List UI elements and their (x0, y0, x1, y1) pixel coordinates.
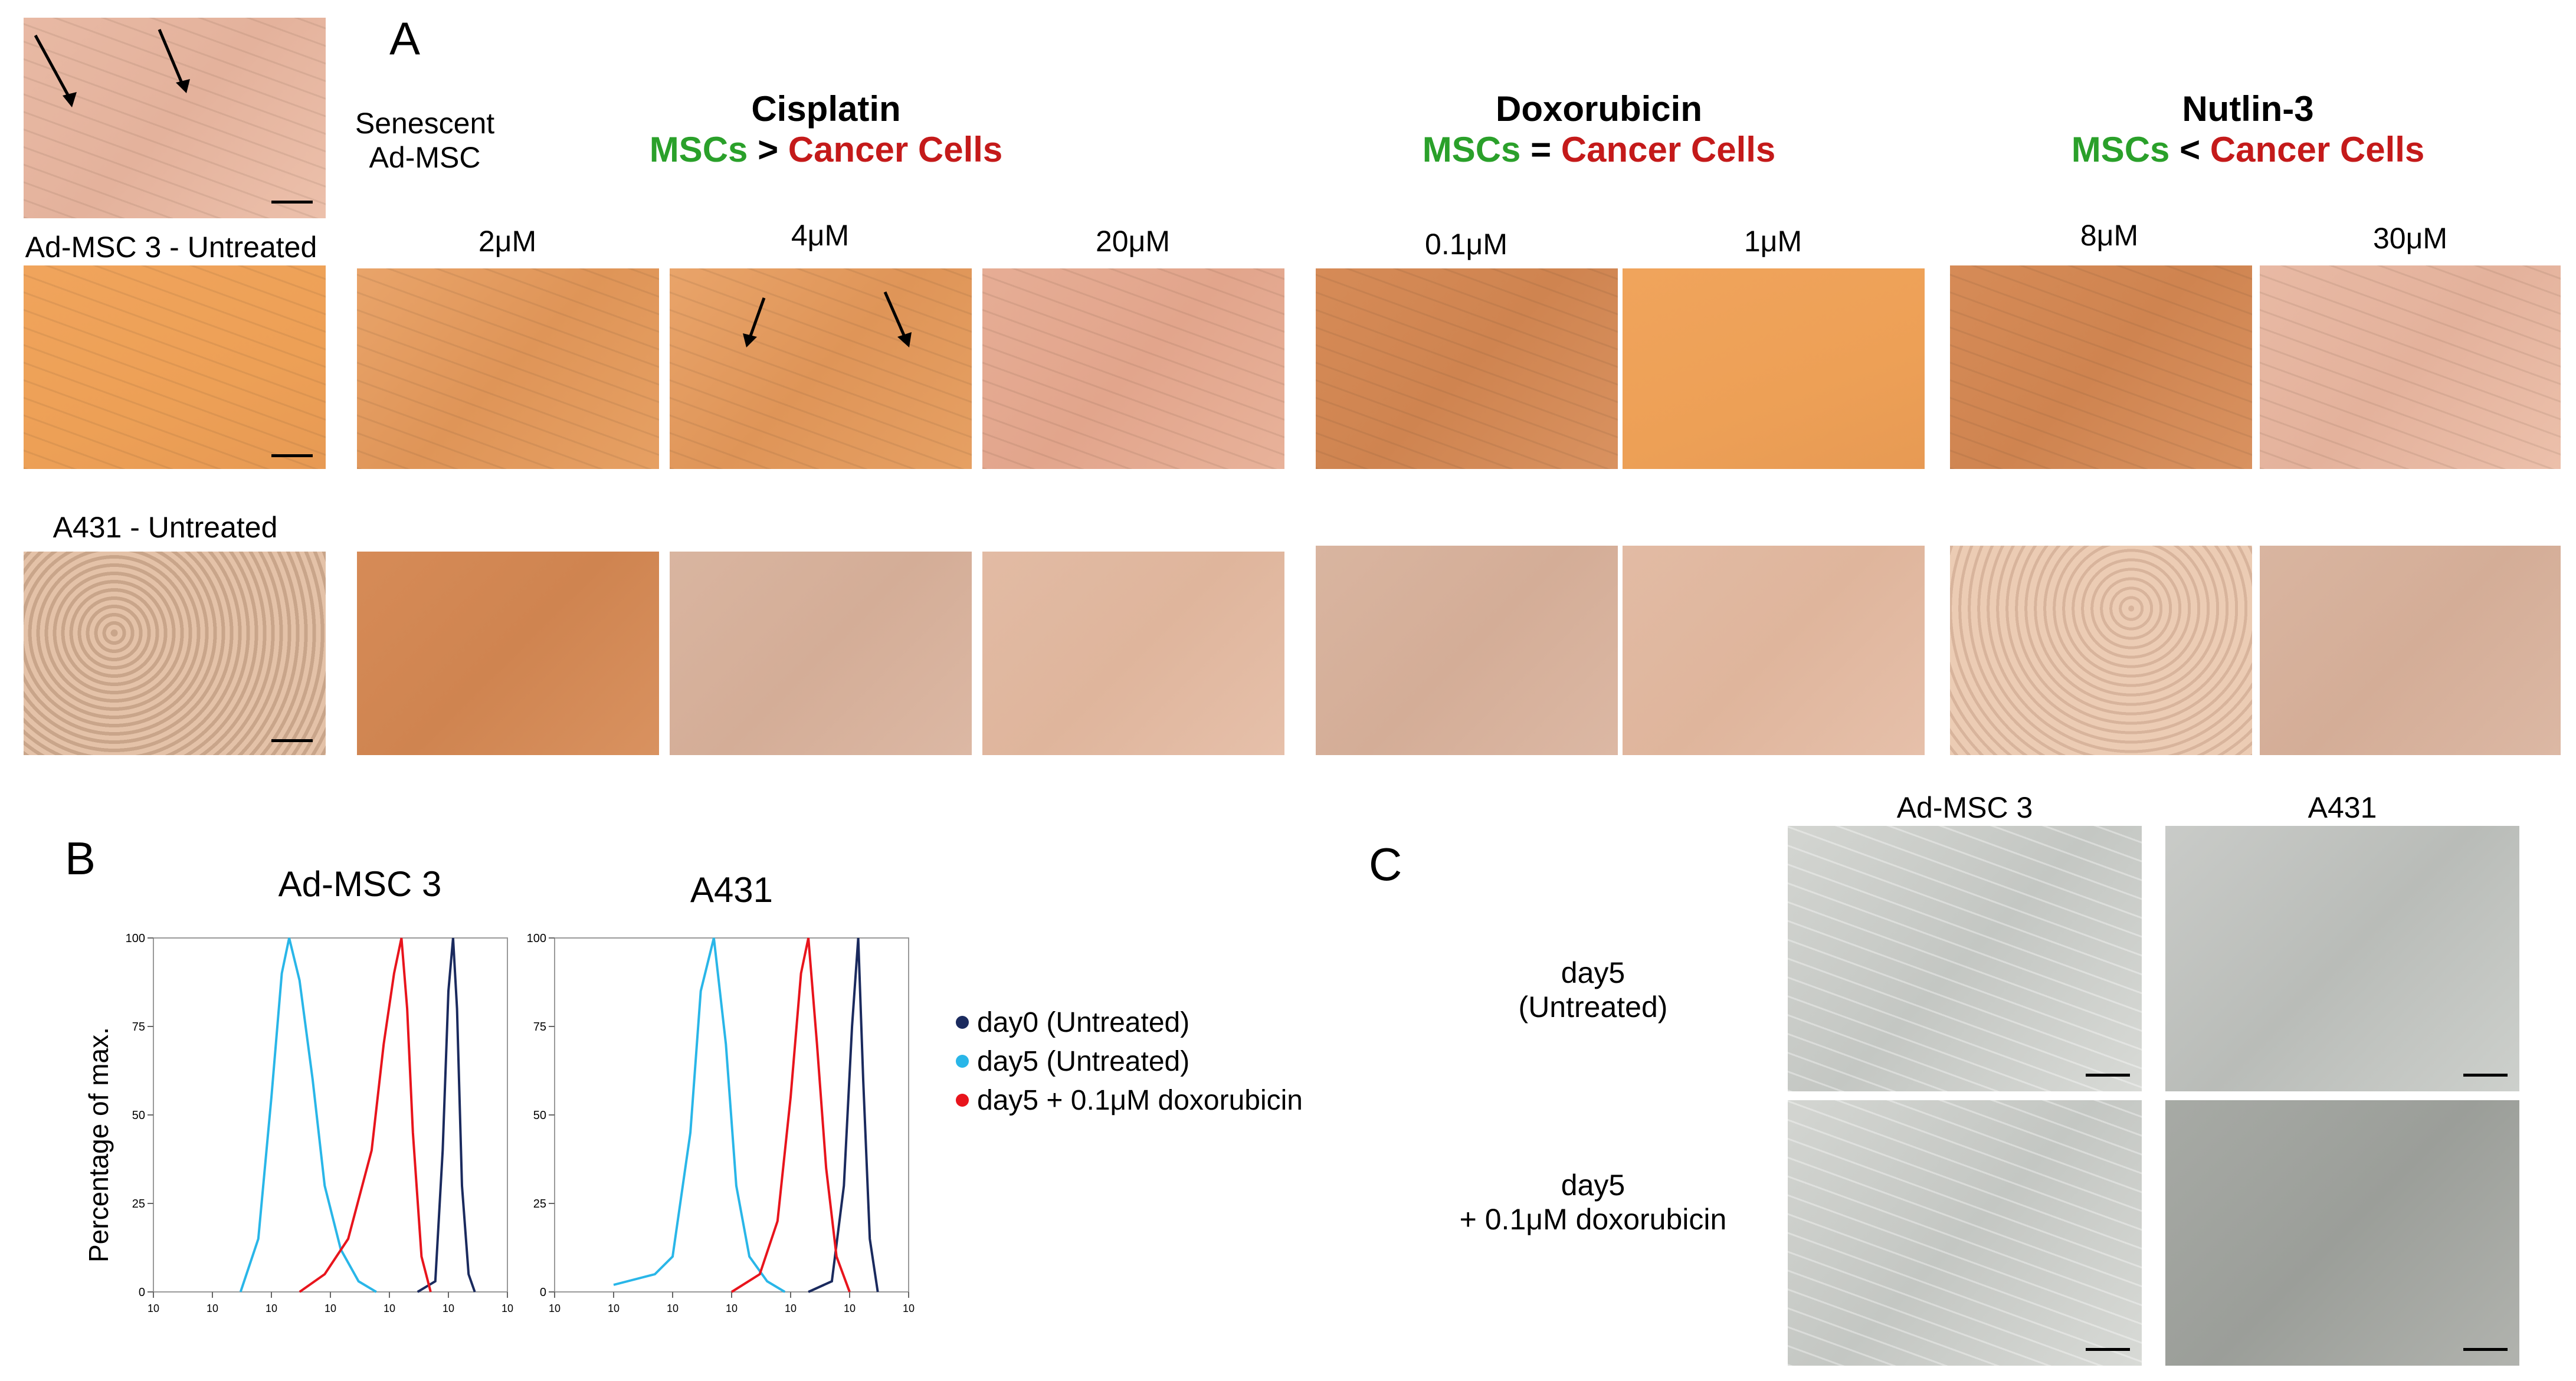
column-label: A431 (2308, 791, 2377, 824)
legend-dot-icon (956, 1055, 969, 1068)
micrograph-image (1788, 1100, 2142, 1366)
micrograph-image (1950, 546, 2252, 755)
nutlin-header: Nutlin-3 MSCs < Cancer Cells (2071, 89, 2425, 169)
micrograph-image (1623, 268, 1925, 469)
histogram-series-line (613, 937, 786, 1293)
panel-c-letter: C (1369, 838, 1402, 890)
arrow-icon (34, 29, 190, 107)
x-tick-label: 10 (844, 1303, 856, 1314)
x-tick-label: 10 (667, 1303, 679, 1314)
panel-b-letter: B (65, 832, 96, 884)
plot-frame (153, 937, 508, 1293)
x-tick-label: 10 (785, 1303, 797, 1314)
y-tick-label: 75 (533, 1021, 546, 1034)
y-tick-label: 50 (132, 1109, 145, 1122)
y-tick-label: 0 (139, 1286, 145, 1299)
row-label-msc: Ad-MSC 3 - Untreated (25, 231, 317, 264)
x-tick-label: 10 (266, 1303, 277, 1314)
y-tick-label: 0 (540, 1286, 546, 1299)
x-tick-label: 10 (384, 1303, 395, 1314)
panel-a-letter: A (389, 12, 421, 64)
dose-label: 2μM (478, 225, 537, 258)
row-label: day5 + 0.1μM doxorubicin (1459, 1169, 1727, 1236)
micrograph-image (982, 268, 1284, 469)
micrograph-image (1788, 826, 2142, 1091)
senescent-msc-image (24, 18, 326, 218)
plot-title: Ad-MSC 3 (278, 864, 442, 904)
cisplatin-header: Cisplatin MSCs > Cancer Cells (649, 89, 1003, 169)
x-tick-label: 10 (608, 1303, 620, 1314)
x-tick-label: 10 (549, 1303, 561, 1314)
micrograph-image (24, 265, 326, 469)
x-tick-label: 10 (207, 1303, 218, 1314)
micrograph-image (1316, 268, 1618, 469)
column-label: Ad-MSC 3 (1896, 791, 2033, 824)
y-axis-label: Percentage of max. (83, 1027, 114, 1262)
row-label-a431: A431 - Untreated (53, 511, 278, 544)
histogram-series-line (808, 937, 879, 1293)
legend: day0 (Untreated) day5 (Untreated) day5 +… (956, 1003, 1303, 1120)
x-tick-label: 10 (726, 1303, 738, 1314)
legend-dot-icon (956, 1094, 969, 1107)
plot-title: A431 (690, 870, 774, 910)
micrograph-image (1623, 546, 1925, 755)
dose-label: 8μM (2080, 219, 2139, 252)
x-tick-label: 10 (148, 1303, 159, 1314)
micrograph-image (982, 552, 1284, 755)
histogram-series-line (239, 937, 377, 1293)
micrograph-image (24, 552, 326, 755)
y-tick-label: 25 (132, 1198, 145, 1211)
dose-label: 4μM (791, 219, 850, 252)
micrograph-image (2260, 546, 2561, 755)
dose-label: 0.1μM (1425, 228, 1507, 261)
histogram-series-line (299, 937, 432, 1293)
arrow-icon (743, 291, 912, 347)
legend-item: day0 (Untreated) (956, 1003, 1303, 1042)
micrograph-image (1316, 546, 1618, 755)
y-tick-label: 100 (527, 932, 546, 945)
legend-item: day5 (Untreated) (956, 1042, 1303, 1081)
dose-label: 20μM (1095, 225, 1171, 258)
y-tick-label: 75 (132, 1021, 145, 1034)
histogram-series-line (417, 937, 476, 1293)
x-tick-label: 10 (325, 1303, 336, 1314)
micrograph-image (670, 268, 972, 469)
legend-dot-icon (956, 1016, 969, 1029)
x-tick-label: 10 (903, 1303, 915, 1314)
micrograph-image (2165, 1100, 2519, 1366)
senescent-label: Senescent Ad-MSC (355, 107, 495, 174)
legend-item: day5 + 0.1μM doxorubicin (956, 1081, 1303, 1120)
y-tick-label: 100 (126, 932, 145, 945)
scale-bar (271, 201, 313, 204)
micrograph-image (670, 552, 972, 755)
micrograph-image (357, 268, 659, 469)
micrograph-image (2165, 826, 2519, 1091)
micrograph-image (1950, 265, 2252, 469)
y-tick-label: 25 (533, 1198, 546, 1211)
doxorubicin-header: Doxorubicin MSCs = Cancer Cells (1422, 89, 1776, 169)
micrograph-image (2260, 265, 2561, 469)
x-tick-label: 10 (443, 1303, 454, 1314)
x-tick-label: 10 (502, 1303, 513, 1314)
dose-label: 30μM (2372, 222, 2448, 255)
micrograph-image (357, 552, 659, 755)
dose-label: 1μM (1743, 225, 1802, 258)
y-tick-label: 50 (533, 1109, 546, 1122)
row-label: day5 (Untreated) (1518, 956, 1668, 1024)
histogram-series-line (730, 937, 851, 1293)
